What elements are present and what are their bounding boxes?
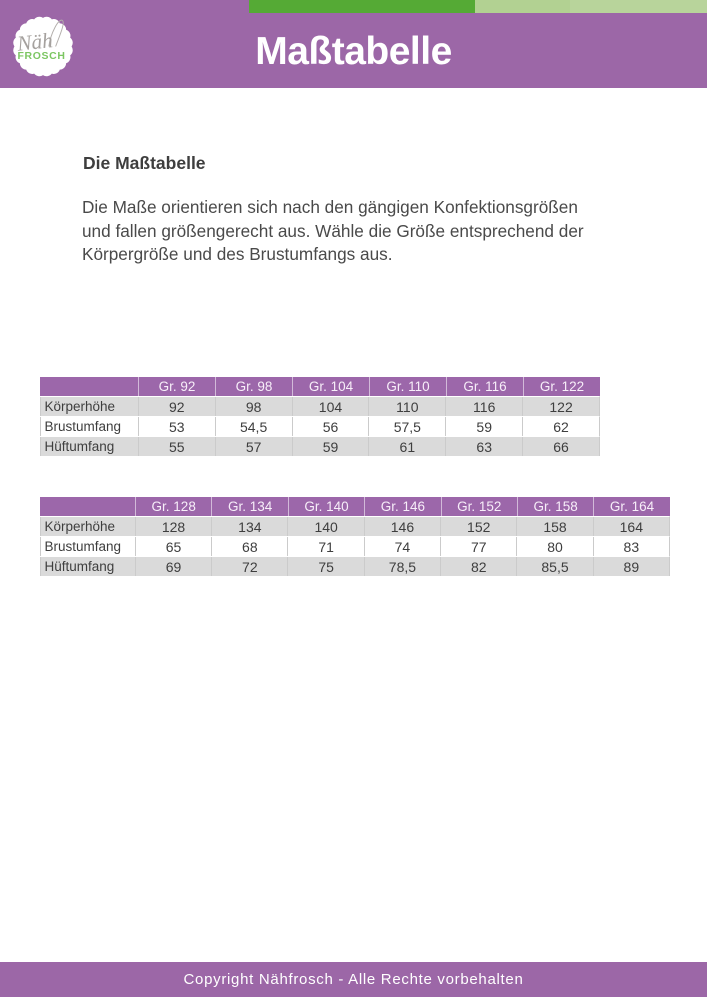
svg-text:FROSCH: FROSCH [17,51,65,62]
svg-text:Näh: Näh [15,28,54,56]
